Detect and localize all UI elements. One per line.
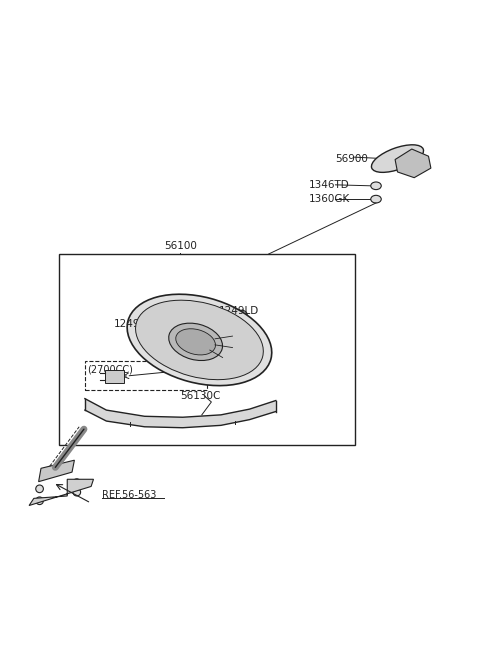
Ellipse shape bbox=[238, 310, 247, 317]
Bar bbox=[85, 361, 206, 390]
Text: 56130C: 56130C bbox=[180, 391, 221, 401]
Text: 1346TD: 1346TD bbox=[309, 180, 350, 190]
Polygon shape bbox=[85, 399, 276, 428]
Polygon shape bbox=[38, 461, 74, 482]
Ellipse shape bbox=[372, 145, 423, 173]
Bar bbox=[59, 254, 355, 445]
Ellipse shape bbox=[371, 195, 381, 203]
Ellipse shape bbox=[73, 479, 81, 487]
Text: 56170B: 56170B bbox=[185, 365, 225, 375]
Ellipse shape bbox=[421, 167, 426, 171]
Ellipse shape bbox=[414, 171, 419, 174]
Ellipse shape bbox=[371, 182, 381, 190]
Ellipse shape bbox=[407, 169, 412, 173]
Ellipse shape bbox=[36, 497, 43, 504]
Ellipse shape bbox=[176, 329, 216, 355]
Ellipse shape bbox=[127, 295, 272, 386]
Text: 1249LD: 1249LD bbox=[218, 306, 259, 316]
Text: 1249LN: 1249LN bbox=[114, 319, 154, 329]
Text: 1360GK: 1360GK bbox=[309, 194, 350, 204]
Polygon shape bbox=[29, 480, 94, 506]
Ellipse shape bbox=[168, 323, 223, 361]
Text: 56900: 56900 bbox=[336, 154, 368, 163]
Ellipse shape bbox=[116, 373, 122, 380]
Ellipse shape bbox=[73, 488, 81, 496]
Ellipse shape bbox=[135, 300, 264, 380]
Text: REF.56-563: REF.56-563 bbox=[102, 490, 156, 500]
Text: (2700CC): (2700CC) bbox=[87, 365, 133, 375]
Text: 56100: 56100 bbox=[164, 241, 197, 251]
Ellipse shape bbox=[36, 485, 43, 493]
Polygon shape bbox=[395, 149, 431, 178]
Bar bbox=[105, 371, 124, 383]
